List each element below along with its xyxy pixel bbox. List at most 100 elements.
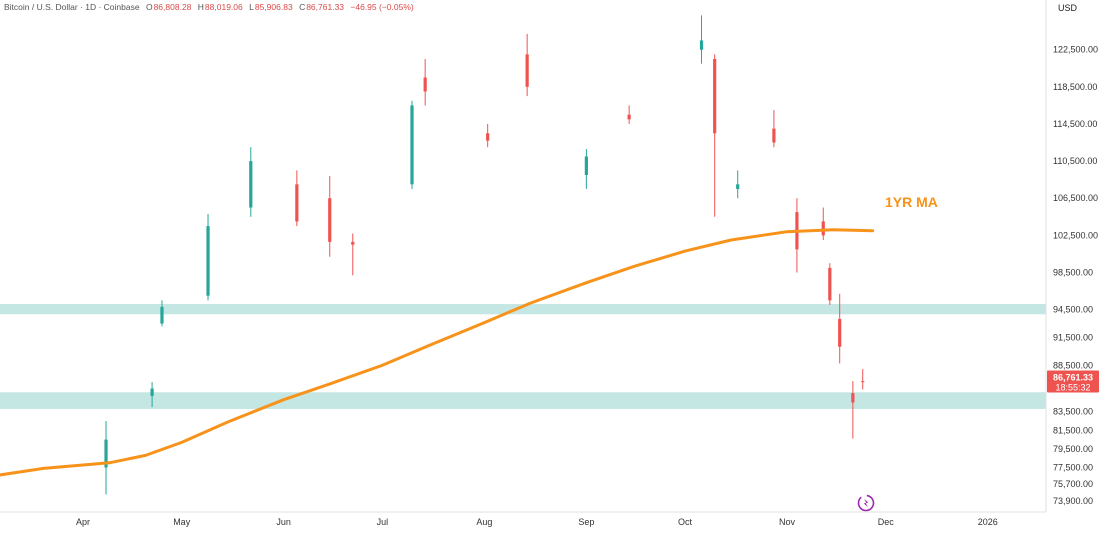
candle-body	[772, 128, 776, 143]
x-tick-label: Jun	[276, 517, 291, 527]
candle-body	[627, 114, 631, 120]
candle[interactable]	[838, 293, 842, 364]
low-label: L	[249, 2, 254, 12]
y-tick-label: 122,500.00	[1053, 45, 1098, 55]
y-tick-label: 106,500.00	[1053, 193, 1098, 203]
candle-body	[828, 267, 832, 301]
y-tick-label: 114,500.00	[1053, 119, 1097, 129]
x-tick-label: May	[173, 517, 191, 527]
candle-body	[851, 393, 855, 403]
symbol-name: Bitcoin / U.S. Dollar · 1D · Coinbase	[4, 2, 140, 12]
x-tick-label: Nov	[779, 517, 796, 527]
candle-body	[486, 133, 490, 141]
x-tick-label: Aug	[476, 517, 492, 527]
x-tick-label: Apr	[76, 517, 90, 527]
open-value: 86,808.28	[153, 2, 192, 12]
support-zone-1	[0, 304, 1046, 315]
candle[interactable]	[828, 263, 832, 305]
y-tick-label: 79,500.00	[1053, 444, 1093, 454]
candle-body	[736, 184, 740, 189]
price-tag-countdown: 18:55:32	[1055, 382, 1090, 392]
candle[interactable]	[851, 381, 855, 439]
y-tick-label: 81,500.00	[1053, 425, 1093, 435]
candle-body	[104, 439, 108, 468]
candle[interactable]	[699, 15, 704, 64]
candle[interactable]	[795, 198, 799, 273]
y-tick-label: 91,500.00	[1053, 332, 1093, 342]
candle[interactable]	[736, 170, 740, 199]
symbol-header: Bitcoin / U.S. Dollar · 1D · Coinbase O8…	[4, 2, 414, 12]
x-tick-label: Jul	[377, 517, 389, 527]
currency-label[interactable]: USD	[1058, 3, 1078, 13]
candle[interactable]	[713, 54, 717, 217]
price-tag-value: 86,761.33	[1053, 372, 1093, 382]
y-tick-label: 94,500.00	[1053, 305, 1093, 315]
candle-body	[838, 318, 842, 347]
candle-body	[410, 105, 414, 185]
candle[interactable]	[410, 100, 414, 189]
candle[interactable]	[328, 175, 332, 257]
open-label: O	[145, 2, 153, 12]
candle[interactable]	[584, 149, 588, 189]
x-tick-label: Sep	[578, 517, 594, 527]
price-tag-box	[1047, 370, 1099, 393]
close-label: C	[299, 2, 306, 12]
candle[interactable]	[627, 105, 631, 124]
candles	[104, 15, 865, 495]
y-tick-label: 110,500.00	[1053, 156, 1097, 166]
candle[interactable]	[150, 382, 154, 408]
moving-average	[0, 228, 875, 477]
y-tick-label: 118,500.00	[1053, 82, 1097, 92]
candle[interactable]	[206, 214, 210, 301]
y-tick-label: 73,900.00	[1053, 496, 1093, 506]
high-label: H	[197, 2, 204, 12]
y-tick-label: 102,500.00	[1053, 230, 1098, 240]
candle-body	[206, 226, 210, 296]
candle-body	[328, 198, 332, 242]
candle[interactable]	[861, 369, 865, 390]
y-tick-label: 75,700.00	[1053, 479, 1093, 489]
y-tick-label: 88,500.00	[1053, 360, 1093, 370]
candle[interactable]	[486, 123, 490, 148]
candle[interactable]	[821, 207, 825, 241]
time-axis[interactable]: Apr May Jun Jul Aug Sep Oct Nov Dec 2026	[76, 517, 998, 527]
y-tick-label: 83,500.00	[1053, 407, 1093, 417]
y-tick-label: 98,500.00	[1053, 267, 1093, 277]
x-tick-label: 2026	[978, 517, 998, 527]
close-value: 86,761.33	[306, 2, 345, 12]
candle-body	[150, 388, 154, 396]
ma-label: 1YR MA	[885, 194, 938, 210]
candle-body	[821, 221, 825, 236]
high-value: 88,019.06	[204, 2, 243, 12]
candle-body	[699, 40, 704, 50]
candle[interactable]	[525, 33, 529, 97]
candle[interactable]	[104, 421, 108, 495]
low-value: 85,906.83	[254, 2, 293, 12]
candle-body	[525, 54, 529, 87]
candle-body	[584, 156, 588, 176]
candle[interactable]	[160, 300, 164, 327]
candle[interactable]	[351, 233, 355, 276]
change-value: −46.95 (−0.05%)	[350, 2, 414, 12]
candle[interactable]	[295, 170, 299, 227]
candle-body	[160, 306, 164, 324]
candle[interactable]	[249, 147, 253, 217]
price-axis[interactable]: 122,500.00 118,500.00 114,500.00 110,500.00…	[1053, 45, 1098, 506]
candle[interactable]	[423, 58, 427, 106]
x-tick-label: Dec	[878, 517, 895, 527]
x-tick-label: Oct	[678, 517, 693, 527]
support-zones	[0, 304, 1046, 409]
candle-body	[713, 58, 717, 134]
y-tick-label: 77,500.00	[1053, 462, 1093, 472]
ma-line	[0, 228, 875, 477]
candle-body	[351, 241, 355, 245]
candle-body	[861, 381, 865, 383]
candle-body	[249, 161, 253, 208]
replay-icon[interactable]	[857, 494, 875, 512]
candle-body	[423, 77, 427, 92]
candle[interactable]	[772, 110, 776, 148]
candle-body	[295, 184, 299, 222]
